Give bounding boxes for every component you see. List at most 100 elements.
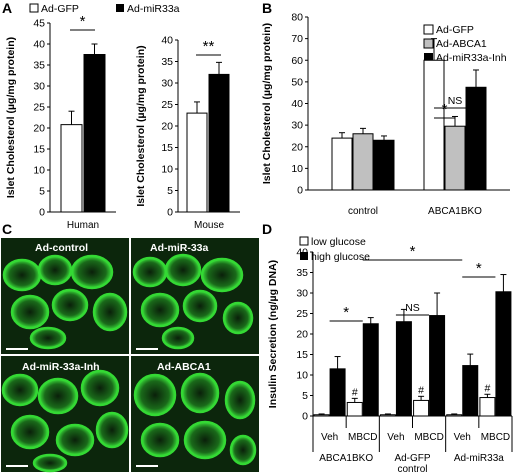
cell-outline <box>1 373 39 407</box>
chart-a-human-tick-label: 10 <box>33 165 45 177</box>
chart-a-human-y-label: Islet Cholesterol (µg/mg protein) <box>5 37 17 198</box>
chart-a-human-tick-label: 15 <box>33 144 45 156</box>
chart-a-human-tick-label: 35 <box>33 60 45 72</box>
microscopy-grid: Ad-control Ad-miR-33a Ad-miR-33a-Inh Ad-… <box>1 238 259 473</box>
cell-outline <box>182 289 218 323</box>
chart-a-human-tick-label: 0 <box>39 207 45 219</box>
chart-a-mouse-tick-label: 15 <box>161 142 173 154</box>
chart-b-tick-label: 30 <box>291 120 303 132</box>
bar-a-human-ad-gfp <box>60 124 83 213</box>
bar-d-high-4 <box>462 365 479 417</box>
legend-label-ad-gfp: Ad-GFP <box>41 3 79 15</box>
bar-d-high-5 <box>495 291 512 417</box>
cell-outline <box>37 254 73 286</box>
scale-bar <box>6 465 28 467</box>
chart-d-tick-label: 40 <box>296 247 308 259</box>
sig-d-mir33a-label: * <box>476 260 482 277</box>
hash-mark-d: # <box>352 386 358 398</box>
bar-d-high-2 <box>395 321 412 417</box>
bar-b-abca1bko-1 <box>444 125 466 191</box>
chart-b-tick-label: 80 <box>291 12 303 24</box>
legend-label-b-abca1: Ad-ABCA1 <box>436 38 487 50</box>
panel-label-d: D <box>262 221 272 237</box>
bar-d-low-1 <box>346 401 363 417</box>
chart-b-tick-label: 10 <box>291 163 303 175</box>
chart-a-mouse-tick-label: 40 <box>161 35 173 47</box>
cell-outline <box>80 369 120 407</box>
legend-b: Ad-GFP Ad-ABCA1 Ad-miR33a-Inh <box>423 24 507 64</box>
micro-label-ad-mir-33a-inh: Ad-miR-33a-Inh <box>22 361 100 373</box>
cell-outline <box>132 256 168 288</box>
x-label-d-0: Veh <box>321 432 338 443</box>
bar-d-low-2 <box>379 414 396 417</box>
x-label-b-control: control <box>348 206 378 217</box>
bar-b-control-1 <box>352 133 374 191</box>
sig-d-between-label: * <box>410 243 416 260</box>
legend-swatch-b-abca1 <box>423 38 434 49</box>
x-label-human: Human <box>67 220 99 231</box>
chart-b-tick-label: 60 <box>291 55 303 67</box>
sig-a-mouse-label: ** <box>203 38 215 55</box>
bar-a-human-ad-mir33a <box>83 54 106 213</box>
cell-outline <box>133 373 177 417</box>
legend-label-high-glucose: high glucose <box>311 251 370 263</box>
cell-outline <box>95 411 129 449</box>
legend-swatch-b-inh <box>424 53 433 62</box>
panel-label-b: B <box>262 0 272 16</box>
bar-d-high-0 <box>329 368 346 417</box>
chart-d-tick-label: 0 <box>302 411 308 423</box>
scale-bar <box>136 348 158 350</box>
sig-a-human-label: * <box>80 13 86 30</box>
sig-d-abca1bko-label: * <box>343 304 349 321</box>
chart-a-human-tick-label: 5 <box>39 186 45 198</box>
chart-a-mouse-tick-label: 25 <box>161 99 173 111</box>
chart-d-tick-label: 10 <box>296 370 308 382</box>
cell-outline <box>70 254 114 290</box>
chart-a-mouse-tick-label: 0 <box>167 207 173 219</box>
chart-b-y-label: Islet Cholesterol (µg/mg protein) <box>261 23 273 184</box>
group-label-d-0: ABCA1BKO <box>319 453 373 464</box>
chart-a-mouse-tick-label: 20 <box>161 121 173 133</box>
bar-d-low-0 <box>313 414 330 417</box>
cell-outline <box>92 292 128 332</box>
sig-b-ns-label: NS <box>448 95 463 107</box>
cell-outline <box>224 380 256 420</box>
legend-label-ad-mir33a: Ad-miR33a <box>127 3 180 15</box>
group-label-d-1: Ad-GFP <box>394 453 430 464</box>
chart-b-tick-label: 0 <box>297 185 303 197</box>
chart-d-tick-label: 20 <box>296 329 308 341</box>
legend-swatch-high-glucose <box>300 252 308 260</box>
bar-b-abca1bko-2 <box>465 86 487 191</box>
legend-label-low-glucose: low glucose <box>311 236 366 248</box>
bar-a-mouse-ad-mir33a <box>208 73 230 213</box>
cell-outline <box>222 301 254 335</box>
scale-bar <box>6 348 28 350</box>
cell-outline <box>161 326 195 350</box>
hash-mark-d: # <box>418 384 424 396</box>
bar-a-mouse-ad-gfp <box>186 112 208 213</box>
micro-label-ad-mir-33a: Ad-miR-33a <box>150 242 209 254</box>
bar-b-control-0 <box>331 137 353 191</box>
cell-outline <box>29 326 67 350</box>
cell-outline <box>10 294 50 330</box>
x-label-d-4: Veh <box>454 432 471 443</box>
cell-outline <box>200 257 244 293</box>
group-label-d-2: Ad-miR33a <box>454 453 504 464</box>
legend-swatch-ad-mir33a <box>116 4 124 12</box>
bar-d-low-3 <box>413 399 430 417</box>
chart-a-mouse-y-label: Islet Cholesterol (µg/mg protein) <box>135 45 147 206</box>
chart-d-tick-label: 30 <box>296 288 308 300</box>
panel-label-a: A <box>2 0 12 16</box>
micro-label-ad-control: Ad-control <box>35 242 88 254</box>
legend-label-b-inh: Ad-miR33a-Inh <box>436 52 507 64</box>
cell-outline <box>32 453 68 473</box>
legend-a: Ad-GFP Ad-miR33a <box>29 3 180 15</box>
group-caption-d: control <box>397 464 427 473</box>
x-label-d-1: MBCD <box>348 432 377 443</box>
chart-b-tick-label: 40 <box>291 98 303 110</box>
cell-outline <box>140 422 180 458</box>
legend-d: low glucose high glucose <box>299 236 370 263</box>
cell-outline <box>55 423 95 457</box>
